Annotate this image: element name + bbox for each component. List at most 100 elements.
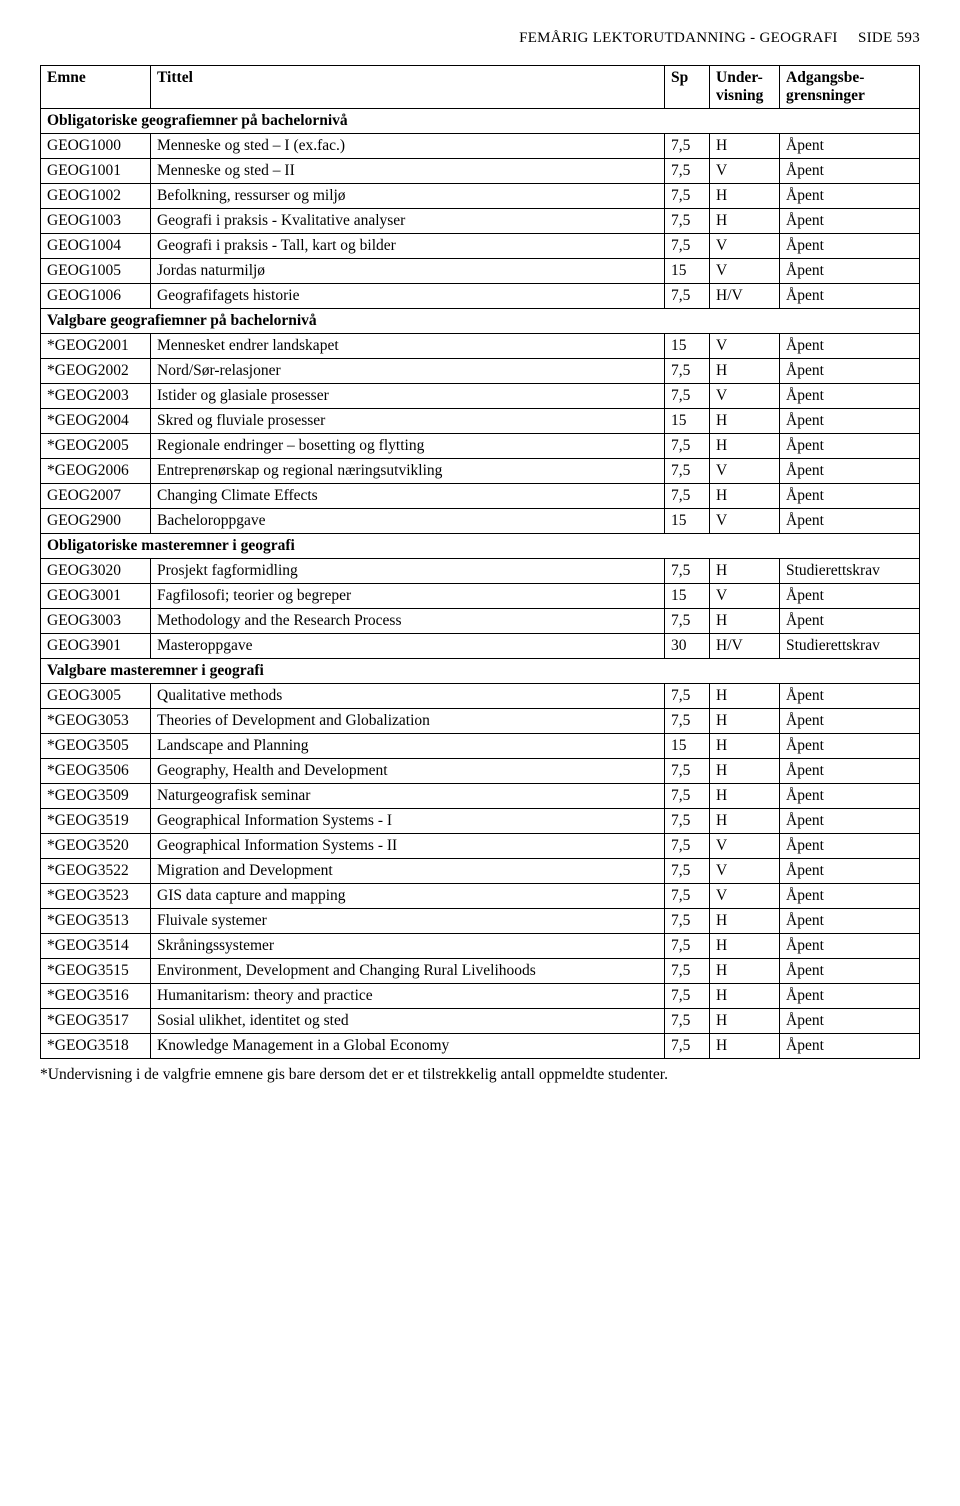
cell-ab: Åpent — [780, 1034, 920, 1059]
cell-sp: 7,5 — [665, 284, 710, 309]
cell-tittel: Fluivale systemer — [151, 909, 665, 934]
cell-ab: Åpent — [780, 509, 920, 534]
table-row: *GEOG3518Knowledge Management in a Globa… — [41, 1034, 920, 1059]
cell-ab: Åpent — [780, 234, 920, 259]
cell-emne: *GEOG3519 — [41, 809, 151, 834]
cell-emne: *GEOG3523 — [41, 884, 151, 909]
table-row: *GEOG3523GIS data capture and mapping7,5… — [41, 884, 920, 909]
table-row: *GEOG2006Entreprenørskap og regional nær… — [41, 459, 920, 484]
table-row: GEOG3901Masteroppgave30H/VStudierettskra… — [41, 634, 920, 659]
header-page-label: SIDE — [858, 30, 893, 46]
cell-sp: 15 — [665, 734, 710, 759]
cell-sp: 7,5 — [665, 234, 710, 259]
cell-ab: Åpent — [780, 434, 920, 459]
table-row: *GEOG2003Istider og glasiale prosesser7,… — [41, 384, 920, 409]
table-row: GEOG3005Qualitative methods7,5HÅpent — [41, 684, 920, 709]
cell-sp: 7,5 — [665, 134, 710, 159]
cell-uv: H — [710, 809, 780, 834]
cell-tittel: Geographical Information Systems - I — [151, 809, 665, 834]
cell-uv: H — [710, 759, 780, 784]
table-row: *GEOG3505Landscape and Planning15HÅpent — [41, 734, 920, 759]
cell-emne: *GEOG3517 — [41, 1009, 151, 1034]
cell-uv: V — [710, 859, 780, 884]
cell-emne: GEOG1005 — [41, 259, 151, 284]
cell-uv: H/V — [710, 284, 780, 309]
table-row: *GEOG3053Theories of Development and Glo… — [41, 709, 920, 734]
cell-sp: 7,5 — [665, 434, 710, 459]
cell-emne: GEOG1001 — [41, 159, 151, 184]
cell-ab: Åpent — [780, 1009, 920, 1034]
cell-tittel: Geografifagets historie — [151, 284, 665, 309]
header-page-num: 593 — [897, 30, 920, 46]
cell-ab: Åpent — [780, 284, 920, 309]
cell-uv: H — [710, 409, 780, 434]
cell-sp: 7,5 — [665, 1009, 710, 1034]
table-row: *GEOG3520Geographical Information System… — [41, 834, 920, 859]
section-heading-row: Obligatoriske geografiemner på bachelorn… — [41, 109, 920, 134]
table-header-row: Emne Tittel Sp Under- visning Adgangsbe-… — [41, 66, 920, 109]
table-row: *GEOG3509Naturgeografisk seminar7,5HÅpen… — [41, 784, 920, 809]
cell-emne: GEOG2007 — [41, 484, 151, 509]
col-tittel: Tittel — [151, 66, 665, 109]
table-row: *GEOG3517Sosial ulikhet, identitet og st… — [41, 1009, 920, 1034]
cell-uv: H — [710, 1034, 780, 1059]
cell-emne: *GEOG3509 — [41, 784, 151, 809]
cell-emne: GEOG1002 — [41, 184, 151, 209]
table-row: GEOG1002Befolkning, ressurser og miljø7,… — [41, 184, 920, 209]
cell-emne: GEOG3020 — [41, 559, 151, 584]
cell-emne: *GEOG3520 — [41, 834, 151, 859]
col-uv-l1: Under- — [716, 69, 763, 86]
cell-uv: V — [710, 459, 780, 484]
section-heading: Valgbare masteremner i geografi — [41, 659, 920, 684]
cell-sp: 7,5 — [665, 759, 710, 784]
cell-uv: H — [710, 559, 780, 584]
cell-tittel: Geographical Information Systems - II — [151, 834, 665, 859]
cell-ab: Åpent — [780, 184, 920, 209]
cell-tittel: Geografi i praksis - Kvalitative analyse… — [151, 209, 665, 234]
table-row: GEOG1001Menneske og sted – II7,5VÅpent — [41, 159, 920, 184]
col-uv-l2: visning — [716, 87, 763, 104]
cell-ab: Åpent — [780, 359, 920, 384]
section-heading-row: Valgbare geografiemner på bachelornivå — [41, 309, 920, 334]
cell-uv: V — [710, 259, 780, 284]
cell-uv: H/V — [710, 634, 780, 659]
cell-sp: 7,5 — [665, 809, 710, 834]
table-row: *GEOG2004Skred og fluviale prosesser15HÅ… — [41, 409, 920, 434]
cell-emne: *GEOG2001 — [41, 334, 151, 359]
cell-emne: GEOG3003 — [41, 609, 151, 634]
table-row: *GEOG3515Environment, Development and Ch… — [41, 959, 920, 984]
cell-ab: Åpent — [780, 759, 920, 784]
table-row: *GEOG3514Skråningssystemer7,5HÅpent — [41, 934, 920, 959]
cell-uv: H — [710, 434, 780, 459]
cell-tittel: Naturgeografisk seminar — [151, 784, 665, 809]
course-table: Emne Tittel Sp Under- visning Adgangsbe-… — [40, 65, 920, 1059]
table-row: *GEOG3522Migration and Development7,5VÅp… — [41, 859, 920, 884]
cell-emne: *GEOG3513 — [41, 909, 151, 934]
cell-sp: 7,5 — [665, 984, 710, 1009]
cell-emne: *GEOG3505 — [41, 734, 151, 759]
cell-ab: Åpent — [780, 809, 920, 834]
cell-sp: 15 — [665, 584, 710, 609]
cell-uv: H — [710, 184, 780, 209]
cell-sp: 7,5 — [665, 859, 710, 884]
table-row: GEOG3001Fagfilosofi; teorier og begreper… — [41, 584, 920, 609]
cell-emne: *GEOG3506 — [41, 759, 151, 784]
cell-uv: V — [710, 159, 780, 184]
cell-ab: Åpent — [780, 409, 920, 434]
cell-tittel: Qualitative methods — [151, 684, 665, 709]
col-ab: Adgangsbe- grensninger — [780, 66, 920, 109]
cell-tittel: Landscape and Planning — [151, 734, 665, 759]
cell-ab: Åpent — [780, 734, 920, 759]
cell-emne: *GEOG2006 — [41, 459, 151, 484]
cell-sp: 7,5 — [665, 184, 710, 209]
cell-emne: *GEOG2004 — [41, 409, 151, 434]
cell-sp: 7,5 — [665, 559, 710, 584]
cell-emne: *GEOG3515 — [41, 959, 151, 984]
cell-emne: GEOG3005 — [41, 684, 151, 709]
cell-tittel: Environment, Development and Changing Ru… — [151, 959, 665, 984]
table-row: GEOG1005Jordas naturmiljø15VÅpent — [41, 259, 920, 284]
cell-uv: H — [710, 209, 780, 234]
cell-tittel: Befolkning, ressurser og miljø — [151, 184, 665, 209]
cell-ab: Åpent — [780, 209, 920, 234]
cell-emne: GEOG1004 — [41, 234, 151, 259]
